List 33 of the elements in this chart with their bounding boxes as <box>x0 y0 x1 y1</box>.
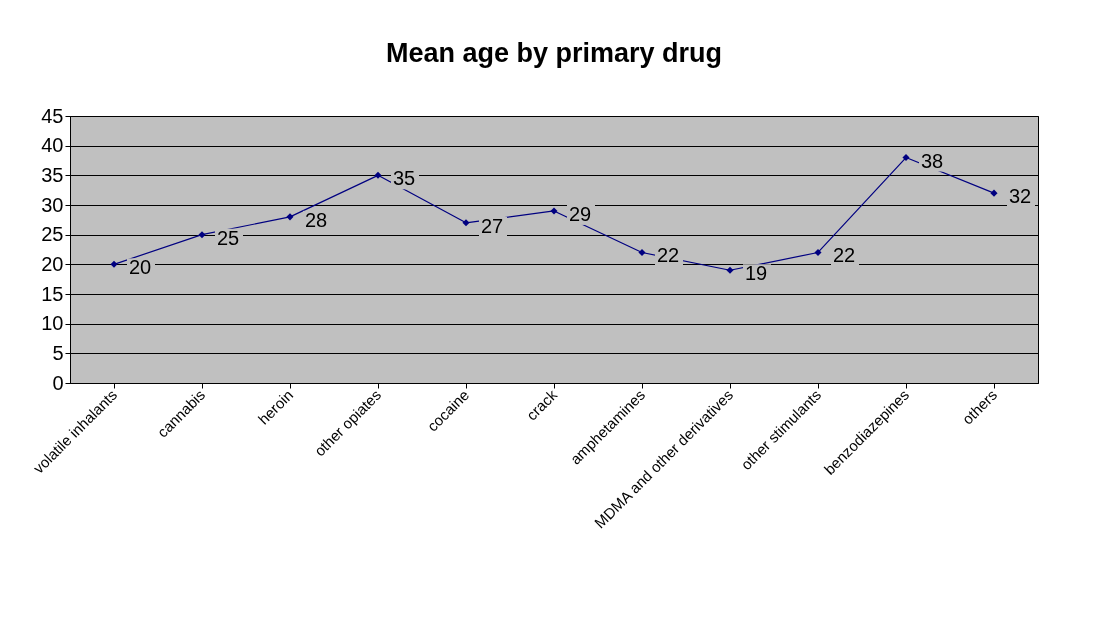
y-tick-label: 15 <box>41 282 64 305</box>
y-tick-label: 10 <box>41 312 64 335</box>
point <box>990 189 998 197</box>
point <box>462 219 470 227</box>
data-label: 22 <box>657 244 680 267</box>
y-tick-label: 0 <box>52 371 64 394</box>
y-tick-label: 5 <box>52 341 64 364</box>
point <box>638 248 646 256</box>
point <box>902 154 910 162</box>
point <box>110 260 118 268</box>
point <box>198 231 206 239</box>
point <box>814 248 822 256</box>
y-tick-label: 40 <box>41 134 64 157</box>
y-tick-label: 35 <box>41 163 64 186</box>
data-label: 22 <box>833 244 856 267</box>
y-tick-label: 20 <box>41 252 64 275</box>
y-tick-label: 45 <box>41 104 64 127</box>
data-label: 28 <box>305 208 328 231</box>
data-label: 35 <box>393 167 416 190</box>
point <box>374 171 382 179</box>
data-label: 38 <box>921 149 944 172</box>
point <box>550 207 558 215</box>
y-tick-label: 25 <box>41 223 64 246</box>
data-label: 25 <box>217 226 240 249</box>
point <box>726 266 734 274</box>
data-label: 27 <box>481 214 504 237</box>
y-tick-label: 30 <box>41 193 64 216</box>
data-label: 32 <box>1009 185 1032 208</box>
chart-title: Mean age by primary drug <box>385 38 723 68</box>
data-label: 20 <box>129 256 152 279</box>
data-label: 29 <box>569 202 592 225</box>
data-label: 19 <box>745 262 768 285</box>
point <box>286 213 294 221</box>
